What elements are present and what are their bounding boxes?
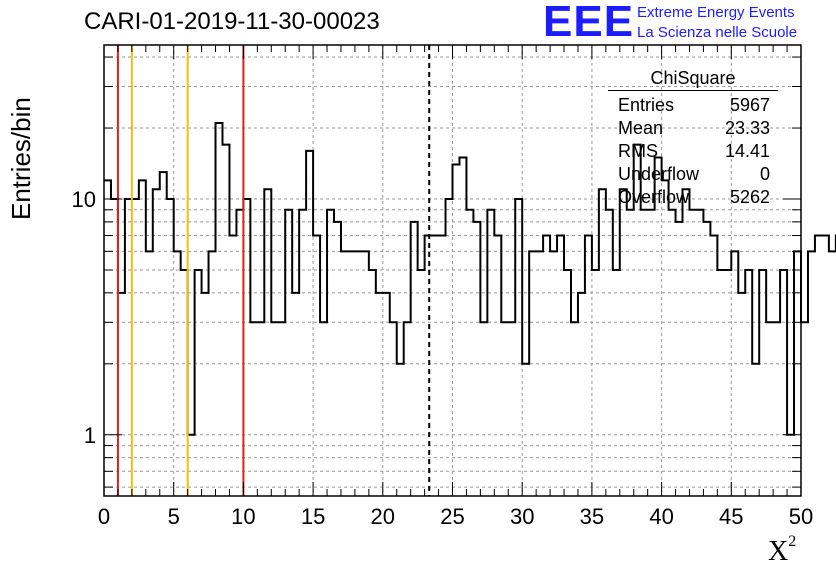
x-tick-label: 30 [510, 504, 534, 529]
y-axis-label: Entries/bin [6, 97, 36, 220]
x-axis-label: X2 [768, 532, 797, 567]
stats-label: Overflow [618, 187, 690, 207]
x-tick-label: 5 [168, 504, 180, 529]
stats-label: RMS [618, 141, 658, 161]
stats-row-entries: Entries 5967 [608, 94, 778, 117]
stats-label: Mean [618, 118, 664, 138]
axes: 0 5 10 15 20 25 30 35 40 45 50 1 10 [72, 44, 813, 529]
x-tick-label: 10 [231, 504, 255, 529]
logo-mark: EEE [543, 0, 635, 46]
stats-title: ChiSquare [608, 68, 778, 91]
x-tick-label: 35 [580, 504, 604, 529]
stats-row-rms: RMS 14.41 [608, 140, 778, 163]
stats-value: 23.33 [724, 118, 770, 138]
eee-logo: EEE Extreme Energy Events La Scienza nel… [543, 0, 833, 46]
y-tick-label: 10 [72, 187, 96, 212]
x-tick-label: 50 [789, 504, 813, 529]
stats-value: 14.41 [724, 141, 770, 161]
stats-value: 5967 [729, 95, 770, 115]
x-tick-label: 40 [649, 504, 673, 529]
logo-line-2: La Scienza nelle Scuole [637, 24, 798, 41]
x-tick-label: 20 [371, 504, 395, 529]
chart-title: CARI-01-2019-11-30-00023 [84, 8, 380, 35]
x-tick-label: 45 [719, 504, 743, 529]
stats-label: Entries [618, 95, 675, 115]
stats-row-overflow: Overflow 5262 [608, 186, 778, 209]
x-tick-label: 0 [98, 504, 110, 529]
x-tick-label: 25 [440, 504, 464, 529]
stats-value: 0 [759, 164, 770, 184]
x-tick-label: 15 [301, 504, 325, 529]
stats-label: Underflow [618, 164, 700, 184]
logo-line-1: Extreme Energy Events [637, 4, 795, 21]
stats-row-mean: Mean 23.33 [608, 117, 778, 140]
stats-box: ChiSquare Entries 5967 Mean 23.33 RMS 14… [608, 68, 778, 209]
reference-lines [116, 45, 431, 496]
stats-value: 5262 [729, 187, 770, 207]
stats-row-underflow: Underflow 0 [608, 163, 778, 186]
y-tick-label: 1 [84, 423, 96, 448]
